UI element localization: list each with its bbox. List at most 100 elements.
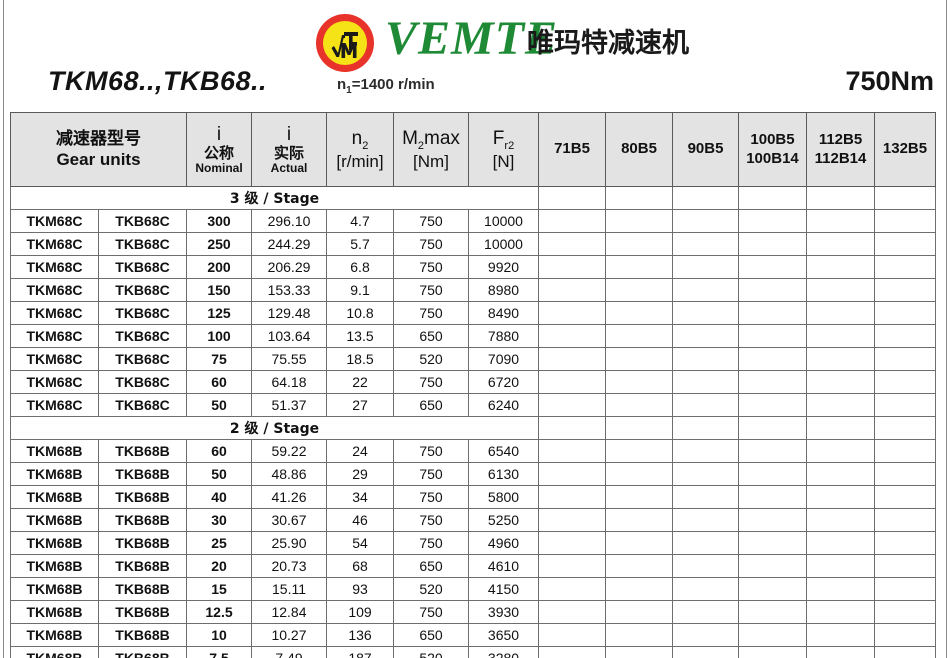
cell-flange-availability: [806, 278, 875, 302]
cell-i-nominal: 10: [186, 623, 252, 647]
cell-flange-availability: [738, 646, 807, 658]
cell-flange-availability: [806, 255, 875, 279]
speed-note-suffix: =1400 r/min: [351, 76, 435, 93]
cell-model-tkm: TKM68C: [10, 301, 99, 325]
cell-flange-availability: [672, 600, 739, 624]
cell-flange-availability: [874, 347, 936, 371]
cell-flange-availability: [672, 370, 739, 394]
cell-m2max: 750: [393, 508, 469, 532]
page-title: TKM68..,TKB68..: [48, 66, 268, 96]
stage-banner-label: 3 级 / Stage: [10, 186, 539, 210]
cell-flange-availability: [874, 301, 936, 325]
cell-model-tkb: TKB68C: [98, 232, 187, 256]
table-row: TKM68B TKB68B 40 41.26 34 750 5800: [10, 485, 936, 509]
cell-flange-availability: [538, 347, 606, 371]
m2-sym-suffix: max: [424, 127, 460, 149]
cell-model-tkb: TKB68B: [98, 531, 187, 555]
n2-sym-sub: 2: [362, 139, 369, 152]
cell-model-tkb: TKB68B: [98, 508, 187, 532]
cell-i-nominal: 20: [186, 554, 252, 578]
cell-flange-availability: [874, 508, 936, 532]
cell-flange-availability: [605, 209, 673, 233]
cell-n2: 29: [326, 462, 394, 486]
cell-i-nominal: 200: [186, 255, 252, 279]
cell-m2max: 750: [393, 439, 469, 463]
cell-flange-availability: [605, 255, 673, 279]
cell-flange-availability: [538, 209, 606, 233]
cell-flange-availability: [538, 646, 606, 658]
cell-flange-availability: [605, 646, 673, 658]
table-row: TKM68C TKB68C 150 153.33 9.1 750 8980: [10, 278, 936, 302]
cell-flange-availability: [672, 209, 739, 233]
cell-fr2: 6240: [468, 393, 539, 417]
cell-flange-availability: [738, 278, 807, 302]
cell-m2max: 750: [393, 232, 469, 256]
cell-model-tkm: TKM68C: [10, 347, 99, 371]
cell-i-actual: 48.86: [251, 462, 327, 486]
cell-flange-availability: [605, 232, 673, 256]
cell-flange-availability: [806, 324, 875, 348]
flange-71b5-label: 71B5: [554, 140, 590, 158]
cell-i-nominal: 60: [186, 370, 252, 394]
cell-m2max: 750: [393, 462, 469, 486]
cell-fr2: 3650: [468, 623, 539, 647]
stage-banner-blank-cell: [672, 186, 739, 210]
cell-flange-availability: [538, 623, 606, 647]
cell-i-nominal: 100: [186, 324, 252, 348]
cell-flange-availability: [874, 209, 936, 233]
col-header-gear-units: 减速器型号 Gear units: [10, 112, 187, 187]
cell-n2: 54: [326, 531, 394, 555]
cell-flange-availability: [738, 301, 807, 325]
cell-model-tkm: TKM68B: [10, 485, 99, 509]
i-actual-symbol: i: [286, 123, 292, 145]
cell-n2: 5.7: [326, 232, 394, 256]
stage-banner-blank-cell: [874, 416, 936, 440]
cell-flange-availability: [672, 508, 739, 532]
cell-flange-availability: [672, 623, 739, 647]
cell-n2: 24: [326, 439, 394, 463]
cell-flange-availability: [874, 324, 936, 348]
cell-flange-availability: [605, 485, 673, 509]
cell-fr2: 10000: [468, 232, 539, 256]
n2-symbol: n2: [327, 128, 393, 152]
cell-i-actual: 206.29: [251, 255, 327, 279]
cell-m2max: 520: [393, 646, 469, 658]
cell-flange-availability: [738, 623, 807, 647]
cell-i-actual: 59.22: [251, 439, 327, 463]
cell-flange-availability: [738, 347, 807, 371]
cell-fr2: 7090: [468, 347, 539, 371]
cell-model-tkm: TKM68B: [10, 462, 99, 486]
stage-banner-blank-cell: [806, 186, 875, 210]
cell-flange-availability: [605, 393, 673, 417]
cell-flange-availability: [605, 347, 673, 371]
cell-flange-availability: [605, 278, 673, 302]
cell-flange-availability: [806, 370, 875, 394]
cell-flange-availability: [538, 577, 606, 601]
i-nominal-symbol: i: [216, 123, 222, 145]
col-header-m2max: M2max [Nm]: [393, 112, 469, 187]
cell-model-tkm: TKM68C: [10, 393, 99, 417]
cell-flange-availability: [672, 301, 739, 325]
cell-flange-availability: [538, 439, 606, 463]
cell-flange-availability: [874, 531, 936, 555]
cell-flange-availability: [738, 232, 807, 256]
cell-fr2: 8980: [468, 278, 539, 302]
fr2-sym-sub: r2: [504, 139, 515, 152]
cell-flange-availability: [874, 600, 936, 624]
cell-flange-availability: [874, 393, 936, 417]
cell-flange-availability: [738, 531, 807, 555]
cell-fr2: 9920: [468, 255, 539, 279]
cell-flange-availability: [538, 278, 606, 302]
cell-fr2: 6540: [468, 439, 539, 463]
cell-fr2: 3280: [468, 646, 539, 658]
cell-flange-availability: [874, 232, 936, 256]
stage-banner-blank-cell: [538, 416, 606, 440]
cell-flange-availability: [538, 370, 606, 394]
cell-m2max: 520: [393, 347, 469, 371]
table-row: TKM68B TKB68B 50 48.86 29 750 6130: [10, 462, 936, 486]
stage-banner-blank-cell: [806, 416, 875, 440]
brand-name-cn: 唯玛特减速机: [527, 28, 689, 59]
gear-unit-spec-table: 减速器型号 Gear units i 公称 Nominal i 实际 Actua…: [10, 112, 936, 658]
cell-flange-availability: [538, 301, 606, 325]
